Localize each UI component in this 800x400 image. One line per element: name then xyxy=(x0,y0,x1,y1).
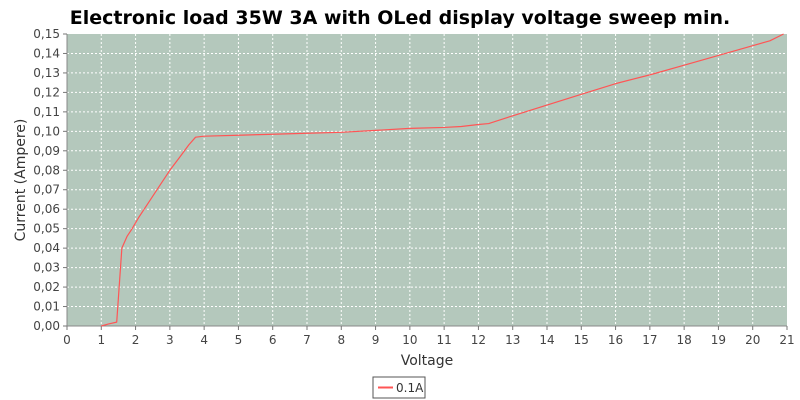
y-tick-label: 0,10 xyxy=(33,124,60,138)
x-tick-label: 16 xyxy=(608,333,623,347)
y-tick-label: 0,06 xyxy=(33,202,60,216)
x-tick-label: 13 xyxy=(505,333,520,347)
x-tick-label: 15 xyxy=(574,333,589,347)
x-tick-label: 9 xyxy=(372,333,380,347)
x-tick-label: 11 xyxy=(437,333,452,347)
x-tick-label: 17 xyxy=(642,333,657,347)
x-tick-label: 19 xyxy=(711,333,726,347)
series-line-0 xyxy=(101,33,784,327)
y-axis-label: Current (Ampere) xyxy=(13,119,29,242)
x-tick-label: 5 xyxy=(235,333,243,347)
x-axis-label: Voltage xyxy=(401,353,454,369)
y-tick-label: 0,01 xyxy=(33,300,60,314)
y-tick-label: 0,14 xyxy=(33,46,60,60)
x-tick-label: 0 xyxy=(63,333,71,347)
x-tick-label: 21 xyxy=(779,333,794,347)
x-tick-label: 3 xyxy=(166,333,174,347)
x-tick-label: 7 xyxy=(303,333,311,347)
x-tick-label: 14 xyxy=(539,333,554,347)
x-tick-label: 10 xyxy=(402,333,417,347)
y-tick-label: 0,12 xyxy=(33,85,60,99)
x-tick-label: 18 xyxy=(677,333,692,347)
x-tick-label: 8 xyxy=(337,333,345,347)
x-tick-label: 2 xyxy=(132,333,140,347)
x-tick-label: 1 xyxy=(97,333,105,347)
legend-box xyxy=(372,376,426,399)
y-tick-label: 0,03 xyxy=(33,261,60,275)
y-tick-label: 0,08 xyxy=(33,163,60,177)
y-tick-label: 0,00 xyxy=(33,319,60,333)
y-tick-label: 0,15 xyxy=(33,27,60,41)
y-axis-ticks: 0,00 0,01 0,02 0,03 0,04 0,05 0,06 0,07 0,08 0,09… xyxy=(33,27,67,333)
x-tick-label: 12 xyxy=(471,333,486,347)
y-tick-label: 0,04 xyxy=(33,241,60,255)
x-axis-ticks: 0 1 2 3 4 5 6 7 8 9 10 11 12 13 14 15 16 17 18 19 20 21 xyxy=(63,326,795,347)
legend: 0.1A xyxy=(372,376,426,399)
y-tick-label: 0,11 xyxy=(33,105,60,119)
y-tick-label: 0,07 xyxy=(33,183,60,197)
y-tick-label: 0,09 xyxy=(33,144,60,158)
legend-label-0: 0.1A xyxy=(396,381,424,395)
x-tick-label: 4 xyxy=(200,333,208,347)
axes xyxy=(66,34,787,327)
series-lines xyxy=(101,33,784,327)
plot-area xyxy=(67,34,787,326)
x-tick-label: 20 xyxy=(745,333,760,347)
y-tick-label: 0,05 xyxy=(33,222,60,236)
grid-lines xyxy=(67,34,787,326)
y-tick-label: 0,13 xyxy=(33,66,60,80)
y-tick-label: 0,02 xyxy=(33,280,60,294)
chart-title: Electronic load 35W 3A with OLed display… xyxy=(70,7,731,29)
x-tick-label: 6 xyxy=(269,333,277,347)
